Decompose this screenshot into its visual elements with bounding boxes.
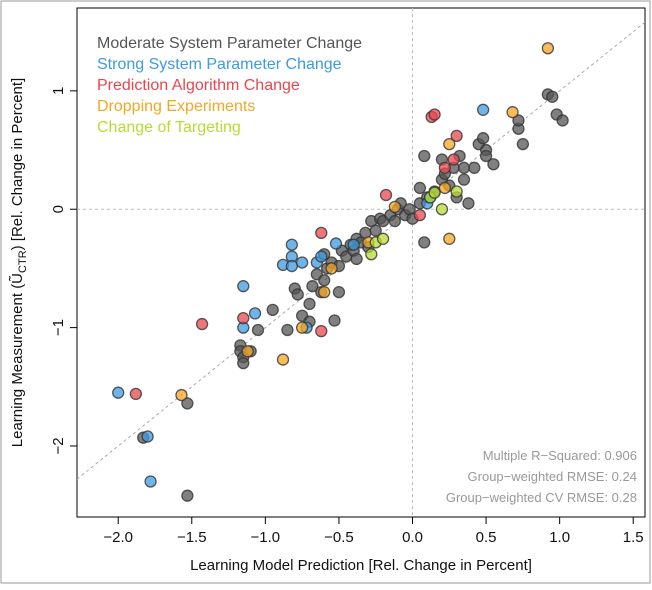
point bbox=[237, 356, 250, 370]
legend-entry: Moderate System Parameter Change bbox=[97, 35, 362, 52]
point bbox=[295, 256, 309, 269]
point bbox=[276, 353, 290, 366]
point bbox=[175, 388, 188, 402]
point bbox=[476, 132, 490, 145]
x-axis-label: Learning Model Prediction [Rel. Change i… bbox=[190, 557, 532, 574]
point bbox=[546, 90, 559, 103]
point bbox=[556, 114, 569, 127]
point bbox=[365, 248, 378, 261]
point bbox=[195, 317, 209, 331]
point bbox=[325, 262, 338, 275]
point bbox=[450, 185, 463, 198]
point bbox=[303, 297, 316, 311]
legend-entry: Dropping Experiments bbox=[97, 98, 255, 115]
point bbox=[237, 311, 250, 325]
point bbox=[438, 161, 452, 174]
point bbox=[329, 237, 343, 250]
x-tick-label: 1.0 bbox=[549, 529, 570, 546]
annotation: Group−weighted CV RMSE: 0.28 bbox=[446, 490, 637, 505]
point bbox=[266, 303, 279, 316]
point bbox=[443, 232, 456, 245]
plot-frame bbox=[76, 7, 646, 518]
point bbox=[418, 149, 431, 163]
x-tick-label: 1.5 bbox=[623, 529, 644, 546]
point bbox=[516, 137, 530, 151]
legend-entry: Change of Targeting bbox=[97, 119, 241, 136]
point bbox=[328, 314, 341, 327]
point bbox=[443, 137, 456, 151]
y-tick-label: −2 bbox=[50, 437, 67, 454]
y-axis-label: Learning Measurement (ŨCTR) [Rel. Change… bbox=[9, 78, 29, 447]
point bbox=[476, 103, 490, 116]
point bbox=[450, 129, 463, 142]
point bbox=[285, 259, 298, 273]
point bbox=[418, 236, 431, 249]
point bbox=[181, 397, 194, 410]
point bbox=[285, 238, 298, 251]
point bbox=[388, 200, 401, 214]
point bbox=[144, 475, 157, 488]
point bbox=[332, 285, 346, 299]
x-tick-label: −0.5 bbox=[324, 529, 354, 546]
y-tick-label: 0 bbox=[50, 205, 67, 213]
point bbox=[347, 238, 360, 251]
point bbox=[315, 250, 328, 263]
point bbox=[428, 108, 441, 121]
point bbox=[129, 387, 143, 401]
x-tick-label: −1.5 bbox=[177, 529, 207, 546]
point bbox=[112, 386, 125, 399]
point bbox=[237, 280, 250, 293]
point bbox=[541, 42, 555, 55]
point bbox=[457, 173, 471, 186]
point bbox=[315, 226, 328, 240]
point bbox=[487, 158, 500, 171]
point bbox=[468, 161, 481, 174]
point bbox=[457, 161, 471, 174]
annotation: Group−weighted RMSE: 0.24 bbox=[468, 469, 637, 484]
point bbox=[306, 280, 319, 293]
point bbox=[251, 323, 265, 337]
point bbox=[315, 325, 328, 338]
point bbox=[413, 181, 427, 195]
point bbox=[376, 232, 390, 245]
point bbox=[248, 307, 262, 320]
annotation: Multiple R−Squared: 0.906 bbox=[483, 448, 637, 463]
point bbox=[291, 288, 304, 301]
point bbox=[379, 188, 393, 202]
y-axis-label-part: ) [Rel. Change in Percent] bbox=[9, 78, 26, 251]
y-axis-label-part: CTR bbox=[17, 250, 29, 273]
point bbox=[462, 197, 475, 210]
point bbox=[506, 106, 519, 119]
x-tick-label: 0.5 bbox=[476, 529, 497, 546]
point bbox=[295, 321, 309, 334]
point bbox=[318, 274, 331, 287]
x-tick-label: 0.0 bbox=[402, 529, 423, 546]
x-tick-label: −2.0 bbox=[103, 529, 133, 546]
point bbox=[350, 252, 363, 266]
point bbox=[181, 489, 194, 502]
point bbox=[281, 323, 294, 337]
point bbox=[388, 214, 401, 228]
x-tick-label: −1.0 bbox=[251, 529, 281, 546]
point bbox=[447, 153, 460, 166]
y-axis-label-part: Learning Measurement (Ũ bbox=[9, 273, 26, 447]
y-tick-label: 1 bbox=[50, 87, 67, 95]
point bbox=[241, 345, 254, 358]
point bbox=[369, 224, 382, 237]
legend-entry: Prediction Algorithm Change bbox=[97, 77, 300, 94]
point bbox=[318, 285, 331, 299]
point bbox=[428, 186, 441, 199]
point bbox=[438, 181, 452, 195]
y-tick-label: −1 bbox=[50, 319, 67, 336]
legend-entry: Strong System Parameter Change bbox=[97, 56, 342, 73]
point bbox=[435, 203, 449, 216]
point bbox=[479, 149, 493, 163]
point bbox=[512, 114, 525, 127]
point bbox=[413, 209, 427, 222]
point bbox=[141, 430, 154, 443]
